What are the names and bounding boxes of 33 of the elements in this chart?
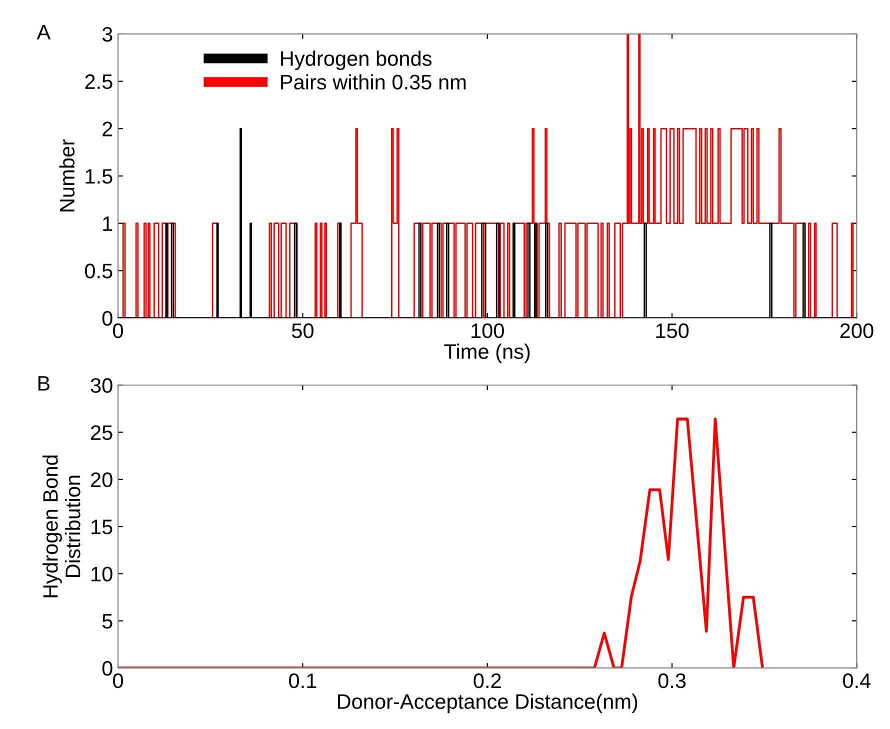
- x-tick-label: 0.4: [843, 673, 871, 688]
- x-tick-label: 200: [840, 323, 874, 338]
- y-tick-label: 30: [90, 378, 112, 393]
- y-tick-label: 15: [92, 520, 112, 534]
- x-tick-label: 0.3: [658, 673, 686, 688]
- x-tick-label: 100: [472, 323, 504, 338]
- y-tick-label: 25: [91, 425, 112, 440]
- x-tick-label: 0.1: [289, 673, 316, 688]
- text: B: [38, 376, 50, 391]
- y-tick-label: 3: [102, 26, 112, 42]
- x-tick-label: 0: [113, 323, 123, 338]
- y-tick-label: 0: [102, 310, 112, 326]
- x-tick-label: 150: [656, 323, 689, 338]
- x-tick-label: 50: [292, 323, 314, 338]
- y-tick-label: 1: [103, 216, 112, 231]
- legend-label: Hydrogen bonds: [281, 50, 432, 70]
- y-tick-label: 5: [102, 614, 112, 629]
- legend-label: Pairs within 0.35 nm: [281, 74, 466, 90]
- y-tick-label: 20: [91, 472, 112, 488]
- y-tick-label: 10: [92, 566, 112, 582]
- line-series: [118, 418, 764, 668]
- x-tick-label: 0.2: [474, 673, 501, 688]
- y-tick-label: 0: [102, 660, 112, 676]
- y-tick-label: 2.5: [85, 74, 112, 90]
- y-axis-title: Hydrogen Bond Distribution: [42, 456, 80, 598]
- y-axis-title: Number: [59, 139, 75, 212]
- y-tick-label: 2: [102, 122, 112, 136]
- x-axis-title: Donor-Acceptance Distance(nm): [338, 694, 638, 714]
- x-axis-title: Time (ns): [444, 344, 530, 364]
- x-tick-label: 0: [113, 673, 123, 688]
- y-tick-label: 0.5: [85, 264, 112, 278]
- y-tick-label: 1.5: [86, 169, 112, 184]
- text: A: [36, 25, 51, 40]
